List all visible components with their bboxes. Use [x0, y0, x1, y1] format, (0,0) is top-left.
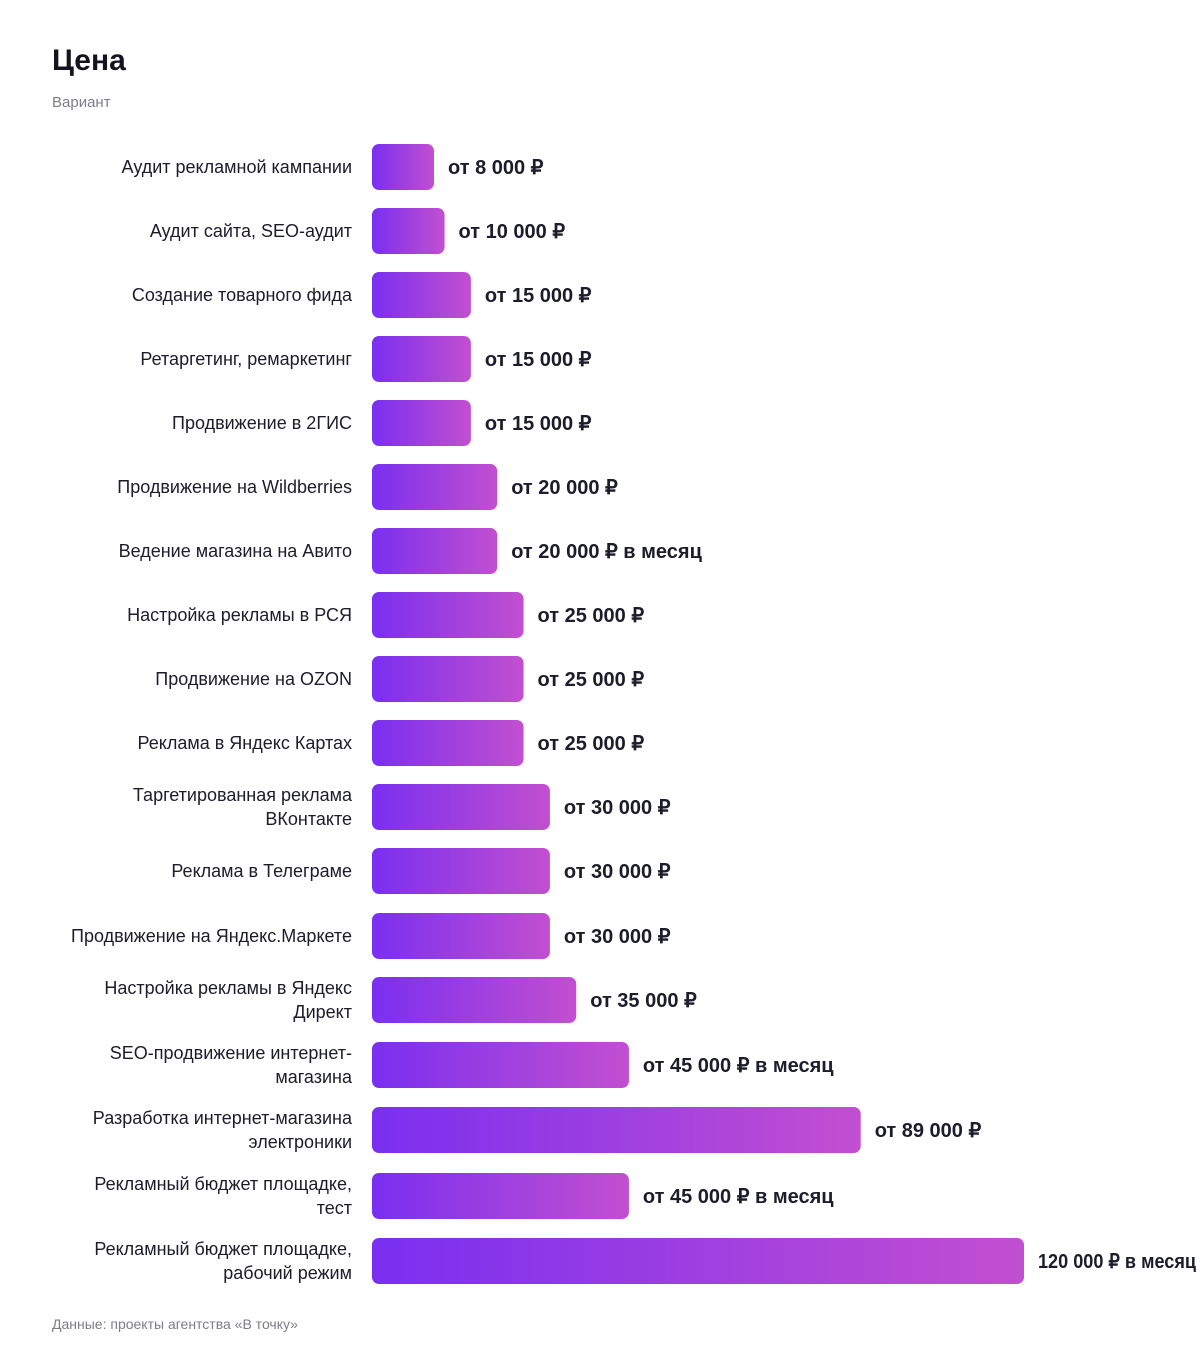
value-label: от 25 000 ₽: [538, 669, 645, 691]
category-label: Настройка рекламы в Яндекс Директ: [104, 978, 352, 1022]
value-label: от 20 000 ₽: [511, 477, 618, 499]
bar: [372, 272, 471, 318]
category-label: Аудит сайта, SEO-аудит: [150, 221, 352, 241]
category-label: Таргетированная реклама ВКонтакте: [133, 785, 353, 829]
bar: [372, 1042, 629, 1088]
bar: [372, 848, 550, 894]
category-label: Рекламный бюджет площадке, тест: [94, 1174, 352, 1218]
category-label: Продвижение на OZON: [155, 669, 352, 689]
chart-title: Цена: [52, 44, 126, 77]
value-label: от 15 000 ₽: [485, 349, 592, 371]
bar: [372, 784, 550, 830]
bar: [372, 336, 471, 382]
category-label: Ведение магазина на Авито: [119, 541, 352, 561]
value-label: от 45 000 ₽ в месяц: [643, 1055, 834, 1077]
chart-subtitle: Вариант: [52, 94, 111, 111]
bar: [372, 1238, 1024, 1284]
value-label: от 89 000 ₽: [875, 1120, 982, 1142]
category-label: Реклама в Яндекс Картах: [138, 733, 352, 753]
category-label: Настройка рекламы в РСЯ: [127, 605, 352, 625]
bar: [372, 977, 577, 1023]
category-label: Реклама в Телеграме: [171, 861, 352, 881]
category-label: Продвижение в 2ГИС: [172, 413, 352, 433]
bar: [372, 913, 550, 959]
category-label: Аудит рекламной кампании: [122, 157, 352, 177]
value-label: от 10 000 ₽: [459, 221, 566, 243]
bar: [372, 144, 434, 190]
category-label: Ретаргетинг, ремаркетинг: [140, 349, 352, 369]
category-label: Создание товарного фида: [132, 285, 353, 305]
bar: [372, 528, 498, 574]
bar: [372, 720, 524, 766]
value-label: от 25 000 ₽: [538, 733, 645, 755]
bar: [372, 592, 524, 638]
value-label: от 8 000 ₽: [448, 157, 544, 179]
value-label: от 15 000 ₽: [485, 285, 592, 307]
bar: [372, 208, 445, 254]
category-label: Разработка интернет-магазина электроники: [93, 1108, 353, 1152]
category-label: Рекламный бюджет площадке, рабочий режим: [94, 1239, 352, 1283]
category-label: Продвижение на Яндекс.Маркете: [71, 926, 352, 946]
value-label: от 30 000 ₽: [564, 861, 671, 883]
category-label: SEO-продвижение интернет-магазина: [110, 1043, 353, 1087]
bar: [372, 400, 471, 446]
value-label: 120 000 ₽ в месяц: [1038, 1251, 1197, 1273]
bar: [372, 1173, 629, 1219]
value-label: от 20 000 ₽ в месяц: [511, 541, 702, 563]
value-label: от 30 000 ₽: [564, 926, 671, 948]
value-label: от 35 000 ₽: [590, 990, 697, 1012]
bars-group: Аудит рекламной кампании от 8 000 ₽ Аудит …: [71, 144, 1197, 1284]
value-label: от 45 000 ₽ в месяц: [643, 1186, 834, 1208]
bar: [372, 1107, 861, 1153]
bar: [372, 656, 524, 702]
value-label: от 30 000 ₽: [564, 797, 671, 819]
source-note: Данные: проекты агентства «В точку»: [52, 1316, 298, 1332]
category-label: Продвижение на Wildberries: [117, 477, 352, 497]
value-label: от 25 000 ₽: [538, 605, 645, 627]
bar: [372, 464, 498, 510]
value-label: от 15 000 ₽: [485, 413, 592, 435]
